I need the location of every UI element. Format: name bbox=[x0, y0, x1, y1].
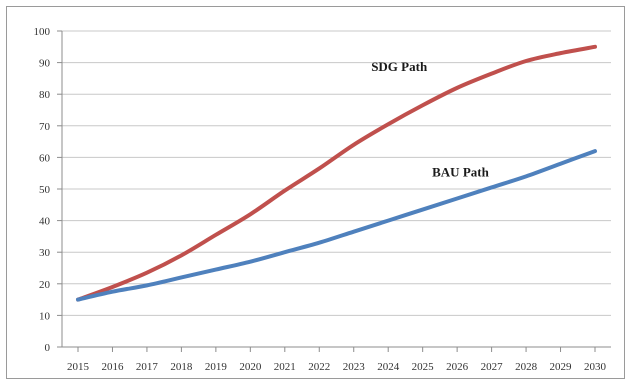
x-tick-label-2022: 2022 bbox=[308, 361, 330, 373]
x-tick-label-2023: 2023 bbox=[343, 361, 366, 373]
y-tick-label-30: 30 bbox=[39, 247, 51, 259]
series-lines bbox=[76, 44, 597, 302]
x-tick-label-2029: 2029 bbox=[550, 361, 573, 373]
x-tick-label-2027: 2027 bbox=[481, 361, 504, 373]
y-tick-label-50: 50 bbox=[39, 184, 51, 196]
x-tick-label-2015: 2015 bbox=[67, 361, 90, 373]
y-tick-label-100: 100 bbox=[34, 26, 51, 38]
x-tick-label-2018: 2018 bbox=[170, 361, 193, 373]
x-tick-label-2017: 2017 bbox=[136, 361, 159, 373]
y-tick-label-40: 40 bbox=[39, 216, 51, 228]
gridlines bbox=[62, 30, 611, 348]
series-label-bau-path: BAU Path bbox=[432, 164, 489, 179]
x-tick-label-2016: 2016 bbox=[101, 361, 124, 373]
y-tick-label-90: 90 bbox=[39, 58, 51, 70]
x-tick-label-2019: 2019 bbox=[205, 361, 228, 373]
y-tick-label-10: 10 bbox=[39, 310, 51, 322]
series-line-sdg-path bbox=[76, 44, 597, 302]
chart-frame bbox=[6, 6, 625, 379]
y-axis: 0 10 20 30 40 50 60 70 80 90 100 bbox=[34, 26, 63, 354]
y-tick-label-60: 60 bbox=[39, 152, 51, 164]
x-tick-label-2030: 2030 bbox=[584, 361, 607, 373]
y-tick-label-20: 20 bbox=[39, 279, 51, 291]
x-tick-label-2024: 2024 bbox=[377, 361, 400, 373]
x-tick-label-2021: 2021 bbox=[274, 361, 296, 373]
x-tick-label-2025: 2025 bbox=[412, 361, 435, 373]
y-tick-label-70: 70 bbox=[39, 121, 51, 133]
x-axis: 2015 2016 2017 2018 2019 2020 2021 2022 2023 2024… bbox=[62, 346, 611, 373]
series-labels: SDG Path BAU Path bbox=[371, 59, 489, 179]
y-tick-label-0: 0 bbox=[45, 342, 51, 354]
series-line-bau-path bbox=[76, 149, 597, 302]
series-label-sdg-path: SDG Path bbox=[371, 59, 428, 74]
x-tick-label-2020: 2020 bbox=[239, 361, 262, 373]
x-tick-label-2028: 2028 bbox=[515, 361, 538, 373]
x-tick-label-2026: 2026 bbox=[446, 361, 469, 373]
y-tick-label-80: 80 bbox=[39, 89, 51, 101]
